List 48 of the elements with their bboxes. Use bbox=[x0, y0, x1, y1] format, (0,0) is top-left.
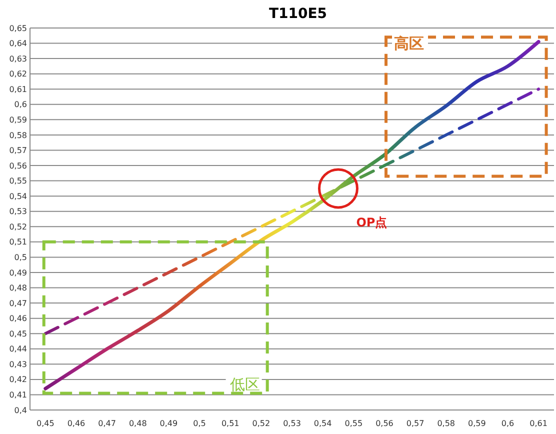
y-tick-label: 0,51 bbox=[9, 238, 27, 247]
annotation: OP点 bbox=[356, 215, 388, 230]
annotation: 低区 bbox=[230, 375, 260, 394]
x-tick-label: 0,57 bbox=[406, 419, 424, 428]
y-tick-label: 0,4 bbox=[14, 406, 27, 415]
x-tick-label: 0,6 bbox=[501, 419, 514, 428]
y-tick-label: 0,44 bbox=[9, 344, 27, 354]
x-tick-label: 0,49 bbox=[160, 419, 178, 428]
y-tick-label: 0,46 bbox=[9, 314, 27, 324]
y-tick-label: 0,49 bbox=[9, 268, 27, 278]
y-tick-label: 0,56 bbox=[9, 161, 27, 170]
annotation: 高区 bbox=[394, 34, 424, 53]
y-tick-label: 0,65 bbox=[9, 24, 27, 33]
y-tick-label: 0,42 bbox=[9, 375, 27, 384]
y-tick-label: 0,52 bbox=[9, 222, 27, 232]
y-tick-label: 0,64 bbox=[9, 39, 27, 48]
x-tick-label: 0,56 bbox=[376, 419, 394, 428]
y-tick-label: 0,41 bbox=[9, 390, 27, 400]
x-tick-label: 0,59 bbox=[468, 419, 486, 428]
y-tick-label: 0,54 bbox=[9, 192, 27, 201]
y-tick-label: 0,55 bbox=[9, 176, 27, 186]
y-tick-label: 0,61 bbox=[9, 84, 27, 94]
x-tick-label: 0,47 bbox=[98, 419, 116, 428]
chart-title: T110E5 bbox=[268, 6, 328, 22]
y-tick-label: 0,5 bbox=[14, 253, 27, 262]
y-tick-label: 0,63 bbox=[9, 54, 27, 64]
line-series bbox=[44, 88, 540, 336]
y-tick-label: 0,53 bbox=[9, 207, 27, 216]
x-tick-label: 0,55 bbox=[344, 419, 363, 428]
x-tick-label: 0,45 bbox=[36, 419, 54, 428]
x-tick-label: 0,46 bbox=[67, 419, 86, 428]
y-tick-label: 0,58 bbox=[9, 130, 27, 140]
y-tick-label: 0,47 bbox=[9, 298, 27, 308]
x-tick-label: 0,58 bbox=[437, 419, 456, 428]
y-tick-label: 0,48 bbox=[9, 284, 27, 293]
y-tick-label: 0,59 bbox=[9, 115, 27, 124]
x-tick-label: 0,52 bbox=[252, 419, 270, 428]
y-tick-label: 0,62 bbox=[9, 70, 27, 79]
x-tick-label: 0,53 bbox=[283, 419, 301, 428]
y-tick-label: 0,57 bbox=[9, 146, 27, 156]
x-tick-label: 0,48 bbox=[128, 419, 147, 428]
x-tick-label: 0,51 bbox=[221, 419, 240, 428]
x-tick-label: 0,5 bbox=[193, 419, 206, 428]
y-tick-label: 0,6 bbox=[14, 100, 27, 110]
x-tick-label: 0,61 bbox=[530, 419, 548, 428]
y-tick-label: 0,43 bbox=[9, 360, 27, 369]
y-tick-label: 0,45 bbox=[9, 329, 27, 338]
x-tick-label: 0,54 bbox=[314, 419, 332, 428]
